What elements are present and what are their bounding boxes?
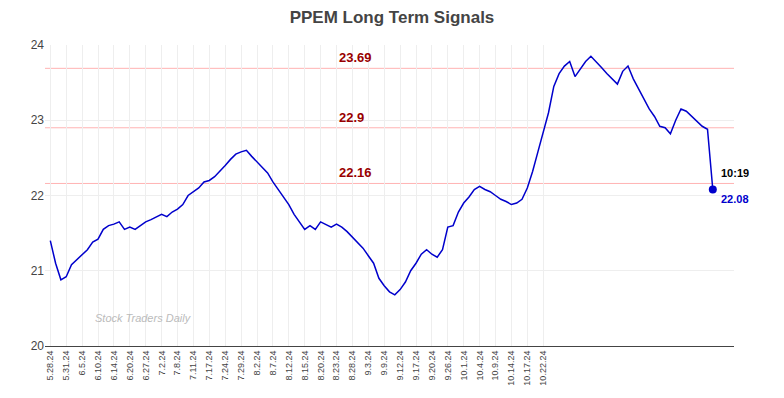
svg-text:10:19: 10:19: [721, 167, 749, 179]
svg-text:9.20.24: 9.20.24: [427, 351, 437, 381]
svg-text:7.2.24: 7.2.24: [157, 351, 167, 376]
svg-text:5.31.24: 5.31.24: [61, 351, 71, 381]
svg-text:6.14.24: 6.14.24: [109, 351, 119, 381]
svg-text:10.4.24: 10.4.24: [475, 351, 485, 381]
svg-text:5.28.24: 5.28.24: [45, 351, 55, 381]
svg-text:8.23.24: 8.23.24: [331, 351, 341, 381]
svg-text:6.20.24: 6.20.24: [125, 351, 135, 381]
svg-text:PPEM Long Term Signals: PPEM Long Term Signals: [290, 8, 495, 27]
svg-text:10.22.24: 10.22.24: [538, 351, 548, 386]
svg-text:7.17.24: 7.17.24: [204, 351, 214, 381]
svg-text:10.17.24: 10.17.24: [522, 351, 532, 386]
svg-text:23.69: 23.69: [339, 50, 372, 65]
svg-text:9.17.24: 9.17.24: [411, 351, 421, 381]
svg-text:9.12.24: 9.12.24: [395, 351, 405, 381]
svg-text:23: 23: [31, 113, 45, 127]
svg-text:6.10.24: 6.10.24: [93, 351, 103, 381]
svg-text:22: 22: [31, 189, 45, 203]
svg-text:20: 20: [31, 339, 45, 353]
svg-text:10.1.24: 10.1.24: [459, 351, 469, 381]
svg-text:22.16: 22.16: [339, 165, 372, 180]
svg-text:6.27.24: 6.27.24: [141, 351, 151, 381]
svg-text:22.9: 22.9: [339, 110, 364, 125]
svg-text:9.26.24: 9.26.24: [443, 351, 453, 381]
svg-text:21: 21: [31, 264, 45, 278]
svg-text:8.15.24: 8.15.24: [300, 351, 310, 381]
svg-text:6.5.24: 6.5.24: [77, 351, 87, 376]
svg-text:7.29.24: 7.29.24: [236, 351, 246, 381]
svg-text:9.3.24: 9.3.24: [363, 351, 373, 376]
svg-text:10.9.24: 10.9.24: [490, 351, 500, 381]
svg-text:7.11.24: 7.11.24: [188, 351, 198, 380]
svg-text:8.2.24: 8.2.24: [252, 351, 262, 376]
svg-text:Stock Traders Daily: Stock Traders Daily: [95, 312, 192, 324]
svg-text:8.7.24: 8.7.24: [268, 351, 278, 376]
svg-text:7.24.24: 7.24.24: [220, 351, 230, 381]
svg-text:10.14.24: 10.14.24: [506, 351, 516, 386]
svg-text:8.20.24: 8.20.24: [316, 351, 326, 381]
svg-text:22.08: 22.08: [721, 193, 749, 205]
svg-text:7.8.24: 7.8.24: [172, 351, 182, 376]
svg-text:9.9.24: 9.9.24: [379, 351, 389, 376]
svg-text:8.12.24: 8.12.24: [284, 351, 294, 381]
svg-text:24: 24: [31, 38, 45, 52]
svg-text:8.28.24: 8.28.24: [347, 351, 357, 381]
